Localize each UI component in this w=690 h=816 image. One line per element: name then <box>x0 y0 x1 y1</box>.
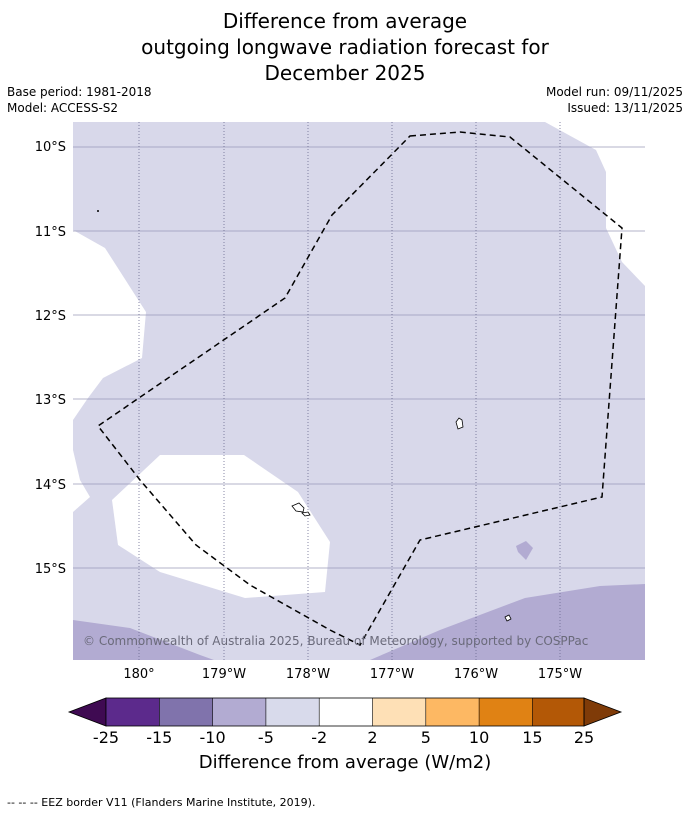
model-run: Model run: 09/11/2025 <box>545 85 683 99</box>
colorbar-segment <box>159 698 213 726</box>
lon-label: 180° <box>123 667 154 682</box>
colorbar-segment <box>212 698 266 726</box>
island-tiny <box>97 210 99 212</box>
model-name: Model: ACCESS-S2 <box>7 101 119 115</box>
colorbar-tick: 25 <box>574 728 594 747</box>
lon-label: 176°W <box>454 667 498 682</box>
colorbar-tick: -5 <box>258 728 274 747</box>
colorbar-extend-high <box>583 697 623 727</box>
gridlines <box>73 146 645 569</box>
meta-right: Model run: 09/11/2025 Issued: 13/11/2025 <box>546 84 683 116</box>
map-area: © Commonwealth of Australia 2025, Bureau… <box>73 122 645 660</box>
colorbar-tick: -15 <box>146 728 172 747</box>
colorbar-tick: -2 <box>311 728 327 747</box>
colorbar-segment <box>319 698 373 726</box>
colorbar-extend-low <box>67 697 107 727</box>
field-mid-purple-small <box>516 541 533 560</box>
title-line-3: December 2025 <box>264 61 426 85</box>
footer-eez-note: -- -- -- EEZ border V11 (Flanders Marine… <box>7 796 316 809</box>
lat-label: 10°S <box>35 140 66 155</box>
lon-label: 179°W <box>202 667 246 682</box>
colorbar-segment <box>532 698 584 726</box>
colorbar-tick: 15 <box>522 728 542 747</box>
lon-label: 177°W <box>370 667 414 682</box>
island-southeast <box>504 614 512 622</box>
colorbar-segment <box>372 698 426 726</box>
lat-label: 14°S <box>35 478 66 493</box>
colorbar-segment <box>479 698 533 726</box>
field-mid-purple <box>73 620 214 660</box>
island-wallis <box>291 502 305 513</box>
meta-left: Base period: 1981-2018 Model: ACCESS-S2 <box>7 84 152 116</box>
base-period: Base period: 1981-2018 <box>7 85 152 99</box>
colorbar: -25 -15 -10 -5 -2 2 5 10 15 25 <box>67 697 623 747</box>
field-neutral-left <box>73 420 90 512</box>
field-neutral-upper-left <box>73 122 146 420</box>
lat-label: 13°S <box>35 393 66 408</box>
title-line-2: outgoing longwave radiation forecast for <box>141 35 549 59</box>
island-north <box>455 417 464 430</box>
map-title: Difference from average outgoing longwav… <box>0 8 690 86</box>
field-neutral-blob <box>112 455 330 598</box>
colorbar-label: Difference from average (W/m2) <box>198 752 492 773</box>
field-mid-purple-right <box>370 584 645 660</box>
colorbar-tick: 2 <box>367 728 377 747</box>
lon-axis: 180° 179°W 178°W 177°W 176°W 175°W <box>123 667 582 682</box>
field-light-purple <box>73 122 645 660</box>
colorbar-tick: 10 <box>469 728 489 747</box>
lon-label: 175°W <box>538 667 582 682</box>
colorbar-dividers <box>159 698 533 726</box>
colorbar-tick: -10 <box>200 728 226 747</box>
copyright-text: © Commonwealth of Australia 2025, Bureau… <box>83 634 588 648</box>
island-wallis-2 <box>301 511 311 517</box>
colorbar-frame <box>105 697 585 727</box>
colorbar-segment <box>106 698 160 726</box>
colorbar-tick: 5 <box>421 728 431 747</box>
lat-label: 15°S <box>35 562 66 577</box>
lat-axis: 10°S 11°S 12°S 13°S 14°S 15°S <box>35 140 66 577</box>
colorbar-segment <box>425 698 480 726</box>
title-line-1: Difference from average <box>222 9 468 33</box>
colorbar-segment <box>265 698 320 726</box>
lat-label: 11°S <box>35 225 66 240</box>
issued-date: Issued: 13/11/2025 <box>567 101 683 115</box>
eez-border <box>96 131 623 646</box>
lon-label: 178°W <box>286 667 330 682</box>
lat-label: 12°S <box>35 309 66 324</box>
colorbar-tick: -25 <box>93 728 119 747</box>
